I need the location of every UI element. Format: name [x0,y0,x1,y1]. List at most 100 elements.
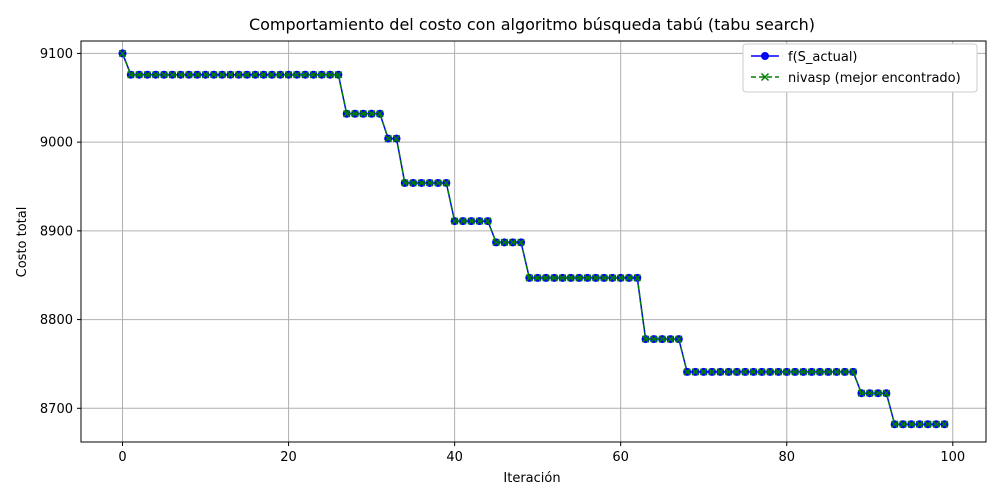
chart-title: Comportamiento del costo con algoritmo b… [249,15,815,34]
point-nivasp [616,274,625,282]
point-nivasp [409,179,417,187]
point-nivasp [176,70,185,79]
point-nivasp [525,274,534,282]
point-nivasp [857,389,866,397]
point-nivasp [874,389,882,397]
point-nivasp [890,420,899,428]
x-tick-label: 80 [778,450,795,465]
legend-box [742,43,978,93]
y-tick-label: 8700 [40,402,73,417]
x-tick-label: 20 [280,450,297,465]
point-nivasp [749,368,758,376]
point-nivasp [251,70,260,79]
point-nivasp [592,274,600,282]
point-nivasp [741,368,749,376]
y-tick-label: 9100 [40,47,73,62]
point-nivasp [151,70,160,79]
point-nivasp [259,70,268,79]
y-axis: 8700 8800 8900 9000 9100 [40,47,81,417]
point-nivasp [425,179,434,187]
point-nivasp [351,110,359,118]
point-nivasp [849,368,857,376]
grid [81,41,986,442]
point-nivasp [533,274,542,282]
plot-area [118,49,949,429]
legend-marker-series-1 [761,52,769,60]
point-nivasp [882,389,891,397]
point-nivasp [783,368,791,376]
point-nivasp [218,70,226,79]
point-nivasp [450,217,459,225]
point-nivasp [832,368,841,376]
point-nivasp [550,274,558,282]
legend-marker-series-2 [760,72,770,82]
point-nivasp [467,217,475,225]
point-nivasp [135,70,143,79]
point-nivasp [915,420,924,428]
point-nivasp [243,70,251,79]
point-nivasp [359,110,368,118]
point-nivasp [442,179,451,187]
point-nivasp [600,274,608,282]
x-axis-label: Iteración [503,471,560,486]
point-nivasp [276,70,284,79]
point-nivasp [509,238,517,247]
point-nivasp [201,70,210,79]
point-nivasp [185,70,193,79]
point-nivasp [583,274,592,282]
point-nivasp [608,274,617,282]
x-tick-label: 60 [612,450,629,465]
point-nivasp [268,70,276,79]
point-nivasp [542,274,550,282]
point-nivasp [492,238,500,247]
point-nivasp [376,110,384,118]
point-nivasp [824,368,832,376]
point-nivasp [666,335,675,343]
point-nivasp [691,368,700,376]
x-axis: 0 20 40 60 80 100 [118,442,965,465]
point-nivasp [160,70,168,79]
point-nivasp [799,368,808,376]
point-nivasp [658,335,666,343]
point-nivasp [940,420,949,428]
y-tick-label: 8900 [40,224,73,239]
point-nivasp [459,217,467,225]
point-nivasp [924,420,932,428]
series-line-nivasp [121,53,945,426]
point-nivasp [210,70,218,79]
point-nivasp [625,274,633,282]
point-nivasp [841,368,849,376]
point-nivasp [575,274,583,282]
point-nivasp [517,238,525,247]
point-nivasp [384,134,392,143]
point-nivasp [301,70,309,79]
point-nivasp [401,179,409,187]
x-tick-label: 0 [118,450,126,465]
point-nivasp [235,70,243,79]
legend: f(S_actual) nivasp (mejor encontrado) [742,43,978,93]
point-nivasp [500,238,509,247]
point-nivasp [367,110,376,118]
point-nivasp [127,70,135,79]
point-nivasp [558,274,567,282]
point-nivasp [791,368,799,376]
point-nivasp [318,70,326,79]
point-nivasp [641,335,650,343]
x-tick-label: 40 [446,450,463,465]
point-nivasp [724,368,733,376]
point-nivasp [899,420,907,428]
point-nivasp [326,70,334,79]
legend-label-series-1: f(S_actual) [788,50,858,65]
point-nivasp [683,368,691,376]
point-nivasp [143,70,152,79]
point-nivasp [650,335,658,343]
point-nivasp [309,70,318,79]
point-nivasp [392,134,401,143]
legend-label-series-2: nivasp (mejor encontrado) [788,71,961,86]
point-nivasp [226,70,235,79]
point-nivasp [758,368,766,376]
point-nivasp [733,368,741,376]
point-nivasp [118,49,127,58]
point-nivasp [193,70,201,79]
point-nivasp [633,274,642,282]
